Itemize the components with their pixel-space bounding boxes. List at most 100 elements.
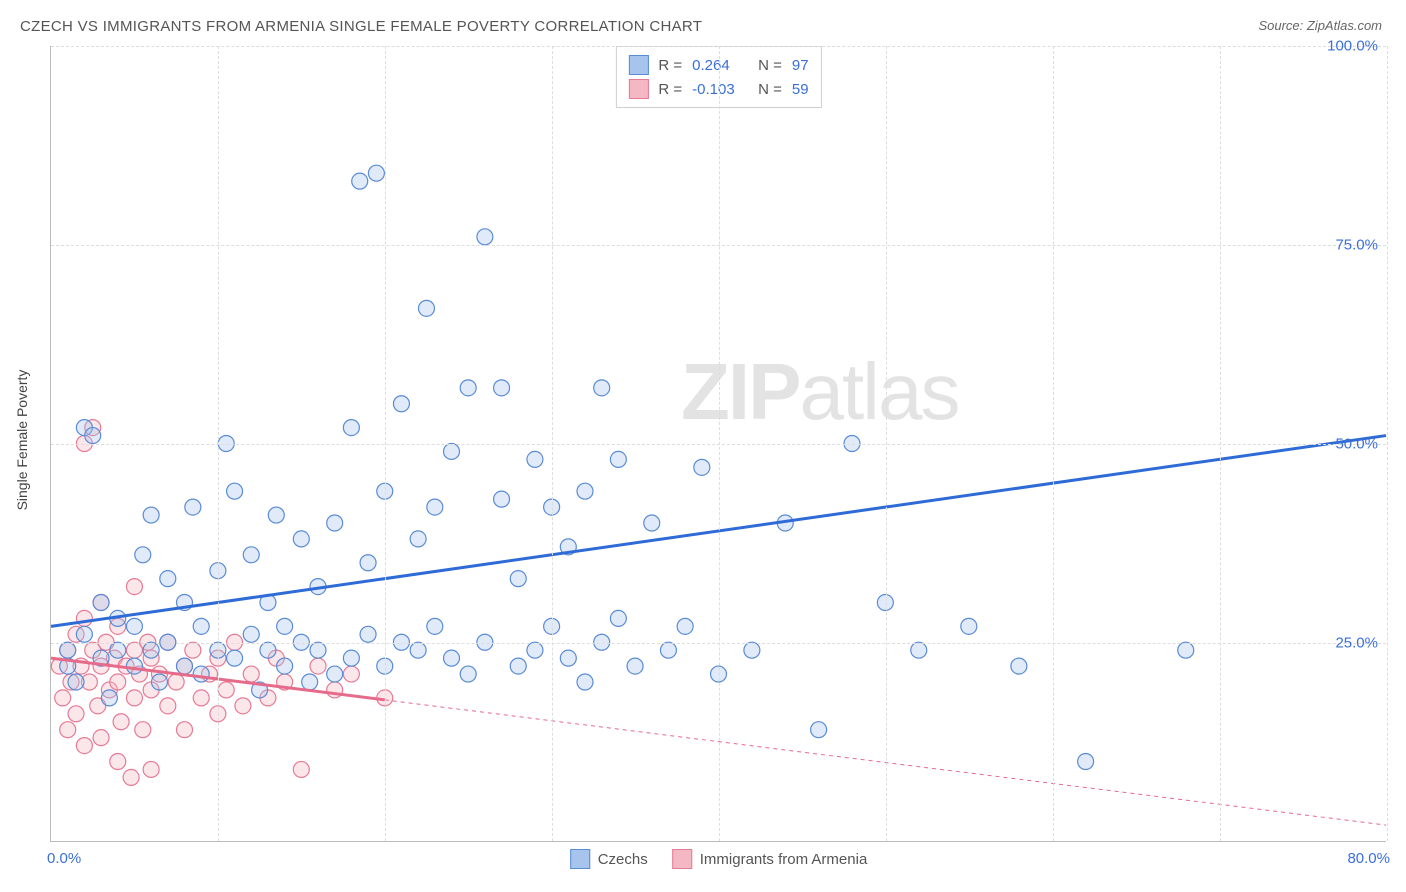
data-point-armenia — [177, 722, 193, 738]
data-point-armenia — [113, 714, 129, 730]
data-point-armenia — [126, 579, 142, 595]
data-point-czechs — [60, 642, 76, 658]
data-point-czechs — [327, 515, 343, 531]
data-point-czechs — [126, 658, 142, 674]
data-point-czechs — [302, 674, 318, 690]
data-point-czechs — [610, 610, 626, 626]
data-point-czechs — [560, 650, 576, 666]
data-point-czechs — [93, 595, 109, 611]
x-tick-min: 0.0% — [47, 850, 81, 867]
gridline-vertical — [385, 46, 386, 841]
data-point-armenia — [135, 722, 151, 738]
data-point-czechs — [268, 507, 284, 523]
n-value: 97 — [792, 57, 809, 74]
y-tick-label: 75.0% — [1335, 237, 1378, 254]
data-point-armenia — [143, 761, 159, 777]
swatch-pink — [628, 79, 648, 99]
data-point-czechs — [327, 666, 343, 682]
x-tick-max: 80.0% — [1347, 850, 1390, 867]
plot-area: ZIPatlas R = 0.264 N = 97 R = -0.103 N =… — [50, 46, 1386, 842]
legend-label: Czechs — [598, 851, 648, 868]
data-point-armenia — [110, 754, 126, 770]
data-point-armenia — [235, 698, 251, 714]
data-point-czechs — [444, 650, 460, 666]
source-attribution: Source: ZipAtlas.com — [1258, 18, 1382, 33]
data-point-czechs — [360, 626, 376, 642]
data-point-czechs — [477, 229, 493, 245]
data-point-czechs — [677, 618, 693, 634]
data-point-armenia — [76, 610, 92, 626]
data-point-czechs — [352, 173, 368, 189]
gridline-vertical — [1387, 46, 1388, 841]
gridline-vertical — [218, 46, 219, 841]
data-point-czechs — [393, 396, 409, 412]
data-point-czechs — [610, 451, 626, 467]
data-point-czechs — [418, 300, 434, 316]
data-point-czechs — [694, 459, 710, 475]
data-point-czechs — [243, 547, 259, 563]
data-point-czechs — [510, 571, 526, 587]
n-label: N = — [758, 81, 782, 98]
chart-title: CZECH VS IMMIGRANTS FROM ARMENIA SINGLE … — [20, 18, 702, 35]
data-point-czechs — [410, 642, 426, 658]
data-point-czechs — [193, 618, 209, 634]
data-point-czechs — [193, 666, 209, 682]
r-value: 0.264 — [692, 57, 748, 74]
y-tick-label: 50.0% — [1335, 436, 1378, 453]
data-point-czechs — [460, 666, 476, 682]
r-label: R = — [658, 81, 682, 98]
swatch-pink — [672, 849, 692, 869]
data-point-armenia — [293, 761, 309, 777]
data-point-czechs — [527, 451, 543, 467]
data-point-czechs — [911, 642, 927, 658]
swatch-blue — [628, 55, 648, 75]
data-point-armenia — [68, 706, 84, 722]
data-point-czechs — [410, 531, 426, 547]
data-point-czechs — [360, 555, 376, 571]
data-point-czechs — [368, 165, 384, 181]
data-point-armenia — [160, 698, 176, 714]
data-point-armenia — [76, 738, 92, 754]
data-point-czechs — [76, 626, 92, 642]
gridline-vertical — [552, 46, 553, 841]
data-point-czechs — [627, 658, 643, 674]
data-point-armenia — [310, 658, 326, 674]
data-point-czechs — [277, 658, 293, 674]
data-point-czechs — [185, 499, 201, 515]
data-point-czechs — [1178, 642, 1194, 658]
data-point-czechs — [227, 483, 243, 499]
data-point-czechs — [85, 428, 101, 444]
data-point-czechs — [68, 674, 84, 690]
data-point-czechs — [1011, 658, 1027, 674]
data-point-czechs — [427, 618, 443, 634]
gridline-vertical — [1220, 46, 1221, 841]
legend-item-armenia: Immigrants from Armenia — [672, 849, 868, 869]
data-point-czechs — [151, 674, 167, 690]
data-point-czechs — [293, 531, 309, 547]
data-point-czechs — [227, 650, 243, 666]
data-point-czechs — [143, 507, 159, 523]
data-point-czechs — [811, 722, 827, 738]
data-point-czechs — [277, 618, 293, 634]
data-point-czechs — [494, 380, 510, 396]
data-point-czechs — [744, 642, 760, 658]
data-point-armenia — [218, 682, 234, 698]
legend-label: Immigrants from Armenia — [700, 851, 868, 868]
data-point-czechs — [644, 515, 660, 531]
data-point-czechs — [135, 547, 151, 563]
data-point-armenia — [193, 690, 209, 706]
data-point-czechs — [101, 690, 117, 706]
y-tick-label: 100.0% — [1327, 38, 1378, 55]
y-axis-title: Single Female Poverty — [14, 370, 30, 511]
data-point-czechs — [494, 491, 510, 507]
data-point-czechs — [460, 380, 476, 396]
series-legend: Czechs Immigrants from Armenia — [570, 849, 868, 869]
data-point-czechs — [160, 571, 176, 587]
data-point-armenia — [126, 690, 142, 706]
data-point-armenia — [55, 690, 71, 706]
y-tick-label: 25.0% — [1335, 635, 1378, 652]
data-point-czechs — [126, 618, 142, 634]
data-point-czechs — [260, 642, 276, 658]
data-point-czechs — [510, 658, 526, 674]
r-label: R = — [658, 57, 682, 74]
